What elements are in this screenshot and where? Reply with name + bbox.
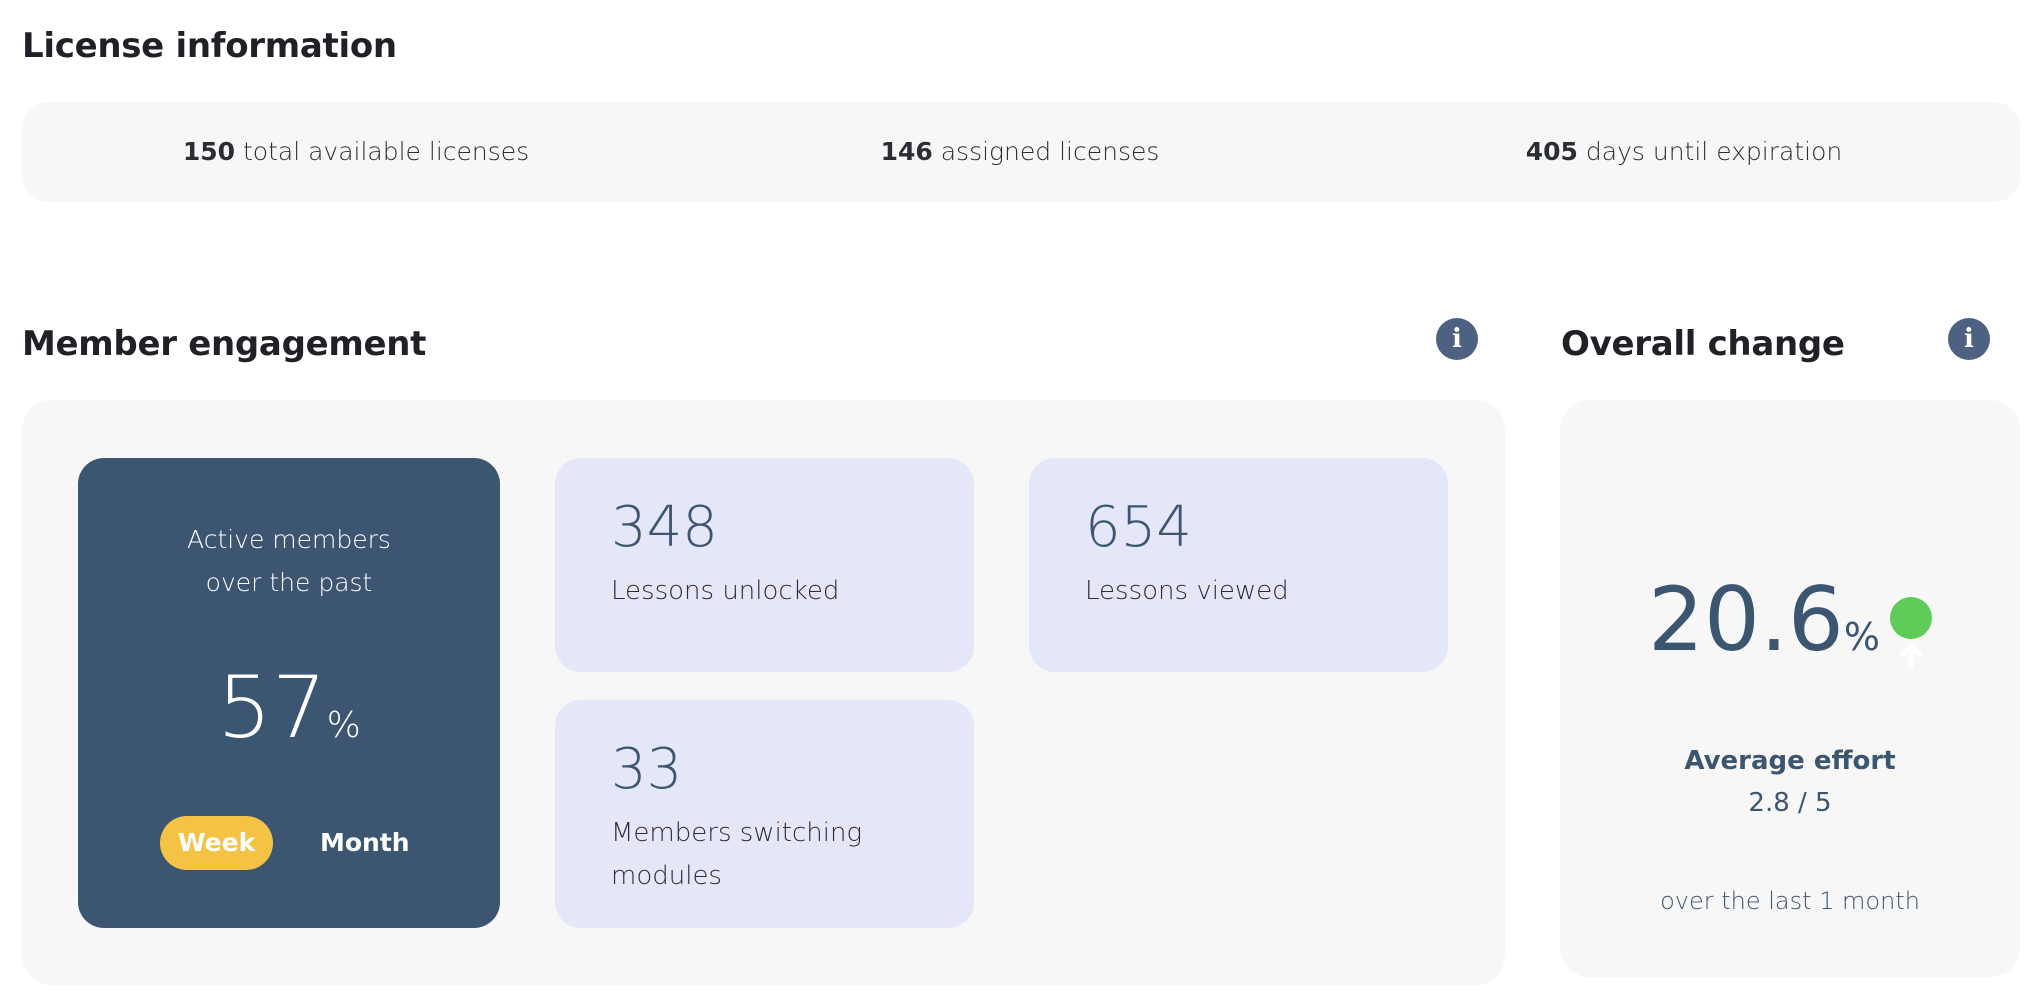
active-members-value: 57% bbox=[78, 658, 500, 758]
unit: % bbox=[326, 705, 361, 746]
assigned-licenses: 146 assigned licenses bbox=[881, 102, 1160, 202]
lessons-viewed-value: 654 bbox=[1085, 495, 1192, 560]
assigned-licenses-value: 146 bbox=[880, 137, 933, 166]
average-effort-value: 2.8 / 5 bbox=[1748, 788, 1832, 818]
lessons-unlocked-label: Lessons unlocked bbox=[611, 576, 840, 606]
assigned-licenses-label: assigned licenses bbox=[940, 137, 1160, 166]
month-toggle[interactable]: Month bbox=[320, 828, 410, 857]
expiration-value: 405 bbox=[1525, 137, 1578, 166]
license-summary-bar: 150 total available licenses 146 assigne… bbox=[22, 102, 2020, 202]
value: 57 bbox=[217, 658, 327, 758]
lessons-unlocked-value: 348 bbox=[611, 495, 718, 560]
unit: % bbox=[1843, 615, 1881, 659]
members-switching-value: 33 bbox=[611, 737, 683, 802]
members-switching-card: 33 Members switching modules bbox=[555, 700, 974, 928]
lessons-unlocked-card: 348 Lessons unlocked bbox=[555, 458, 974, 672]
info-icon[interactable]: i bbox=[1948, 318, 1990, 360]
days-until-expiration: 405 days until expiration bbox=[1526, 102, 1842, 202]
lessons-viewed-label: Lessons viewed bbox=[1085, 576, 1289, 606]
member-engagement-title: Member engagement bbox=[22, 324, 427, 364]
total-licenses-label: total available licenses bbox=[242, 137, 530, 166]
label-line: modules bbox=[611, 861, 722, 891]
label-line: over the past bbox=[205, 568, 373, 597]
lessons-viewed-card: 654 Lessons viewed bbox=[1029, 458, 1448, 672]
info-icon[interactable]: i bbox=[1436, 318, 1478, 360]
period-label: over the last 1 month bbox=[1660, 887, 1920, 915]
members-switching-label: Members switching modules bbox=[611, 812, 974, 898]
week-toggle[interactable]: Week bbox=[160, 816, 274, 870]
overall-change-value: 20.6% bbox=[1560, 570, 2020, 687]
active-members-label: Active members over the past bbox=[78, 518, 500, 604]
total-licenses: 150 total available licenses bbox=[183, 102, 529, 202]
overall-change-panel: 20.6% Average effort 2.8 / 5 over the la… bbox=[1560, 400, 2020, 977]
overall-change-title: Overall change bbox=[1561, 324, 1845, 364]
license-title: License information bbox=[22, 26, 397, 66]
arrow-up-circle-icon bbox=[1890, 597, 1933, 669]
label-line: Members switching bbox=[611, 818, 863, 848]
average-effort-label: Average effort bbox=[1684, 746, 1896, 776]
label-line: Active members bbox=[187, 525, 391, 554]
value: 20.6 bbox=[1647, 568, 1844, 671]
total-licenses-value: 150 bbox=[182, 137, 236, 166]
expiration-label: days until expiration bbox=[1585, 137, 1843, 166]
active-members-card: Active members over the past 57% Week Mon… bbox=[78, 458, 500, 928]
